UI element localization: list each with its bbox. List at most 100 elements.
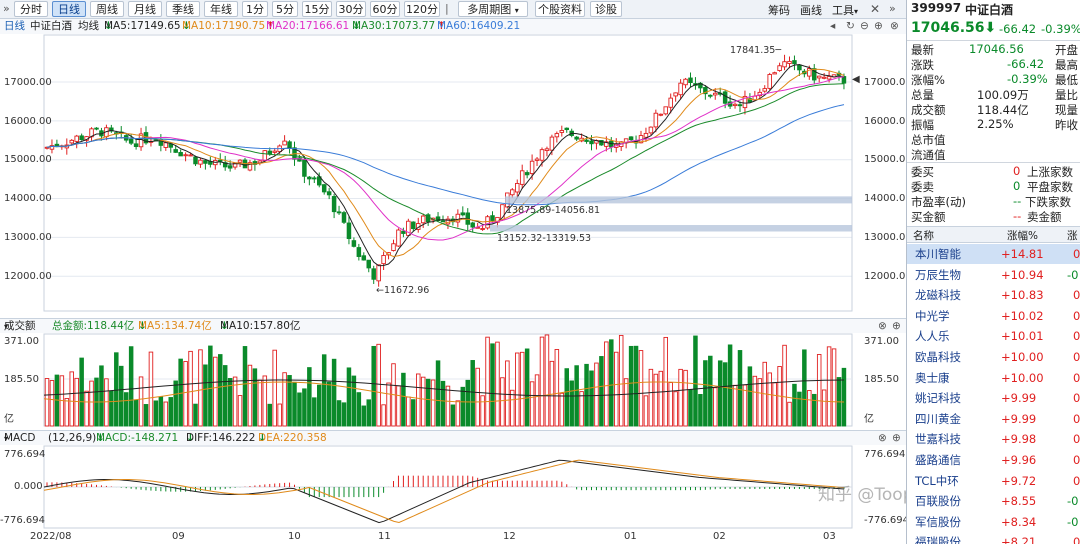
volume-bar — [430, 379, 436, 427]
y-tick-13000: 13000.00 — [4, 232, 52, 243]
list-item-name: 人人乐 — [915, 329, 950, 344]
volume-header: 成交额 ▾ 总金额:118.44亿 MA5:134.74亿 ↓ MA10:157.… — [0, 318, 906, 333]
stock-name: 中证白酒 — [965, 3, 1014, 17]
list-item[interactable]: 军信股份 +8.34 -0 — [907, 512, 1080, 532]
zoom-out-icon[interactable]: ⊖ — [860, 20, 869, 32]
breadth-label: 市盈率(动) — [911, 195, 966, 209]
chevron-down-icon: ▾ — [854, 7, 859, 16]
period-tab-yearly[interactable]: 年线 — [204, 1, 238, 17]
list-item[interactable]: 本川智能 +14.81 0 — [907, 244, 1080, 264]
list-header-pct[interactable]: 涨幅% — [1007, 230, 1038, 242]
double-chevron-icon[interactable]: » — [3, 2, 10, 15]
breadth-label-2: 平盘家数 — [1027, 180, 1073, 194]
settings-icon[interactable]: ⊕ — [892, 432, 901, 444]
candle-body — [307, 176, 312, 180]
period-tab-daily[interactable]: 日线 — [52, 1, 86, 17]
y-tick-15000: 15000.00 — [4, 154, 52, 165]
diagnose-button[interactable]: 诊股 — [590, 1, 622, 17]
list-item[interactable]: 百联股份 +8.55 -0 — [907, 491, 1080, 511]
period-tab-5min[interactable]: 5分 — [272, 1, 298, 17]
settings-icon[interactable]: ⊕ — [892, 320, 901, 332]
chips-menu[interactable]: 筹码 — [768, 4, 790, 17]
list-item[interactable]: 欧晶科技 +10.00 0 — [907, 347, 1080, 367]
tools-menu[interactable]: 工具▾ — [832, 2, 858, 18]
list-item[interactable]: 福瑞股份 +8.21 0 — [907, 532, 1080, 544]
list-item-name: 军信股份 — [915, 514, 961, 529]
volume-bar — [420, 376, 426, 427]
macd-header: MACD ▾ (12,26,9) MACD:-148.271 ↓ DIFF:146… — [0, 430, 906, 445]
zone1-annotation: 13875.89-14056.81 — [506, 205, 601, 216]
period-tab-120min[interactable]: 120分 — [404, 1, 440, 17]
chevron-down-icon: ▾ — [4, 434, 9, 443]
list-item[interactable]: TCL中环 +9.72 0 — [907, 471, 1080, 491]
list-header-more[interactable]: 涨 — [1067, 230, 1078, 242]
zoom-in-icon[interactable]: ⊕ — [874, 20, 883, 32]
refresh-icon[interactable]: ↻ — [846, 20, 855, 32]
candle-body — [346, 222, 352, 240]
list-item[interactable]: 盛路通信 +9.96 0 — [907, 450, 1080, 470]
list-item[interactable]: 龙磁科技 +10.83 0 — [907, 285, 1080, 305]
candle-body — [485, 216, 490, 229]
candle-body — [203, 160, 208, 164]
draw-line-menu[interactable]: 画线 — [800, 4, 822, 17]
candle-body — [227, 165, 233, 169]
dea-line — [43, 459, 845, 524]
stock-info-button[interactable]: 个股资料 — [535, 1, 585, 17]
list-item[interactable]: 奥士康 +10.00 0 — [907, 368, 1080, 388]
period-tab-1min[interactable]: 1分 — [242, 1, 268, 17]
breadth-label-2: 卖金额 — [1027, 210, 1062, 224]
candle-body — [678, 82, 683, 96]
list-item-name: 中光学 — [915, 308, 950, 323]
list-header-name[interactable]: 名称 — [913, 230, 934, 242]
volume-bar — [812, 393, 817, 427]
period-tab-quarterly[interactable]: 季线 — [166, 1, 200, 17]
period-tab-30min[interactable]: 30分 — [336, 1, 366, 17]
list-item-pct: +9.96 — [1001, 453, 1037, 467]
volume-bar — [217, 354, 223, 427]
period-tab-monthly[interactable]: 月线 — [128, 1, 162, 17]
list-item[interactable]: 姚记科技 +9.99 0 — [907, 388, 1080, 408]
list-item-pct: +10.00 — [1001, 370, 1044, 385]
multi-period-dropdown[interactable]: 多周期图 ▾ — [458, 1, 528, 17]
period-tab-weekly[interactable]: 周线 — [90, 1, 124, 17]
pan-left-icon[interactable]: ◂ — [830, 20, 836, 32]
volume-bar — [698, 394, 703, 427]
close-panel-icon[interactable]: ⊗ — [878, 320, 887, 332]
period-tab-fenshi[interactable]: 分时 — [14, 1, 48, 17]
list-item[interactable]: 万辰生物 +10.94 -0 — [907, 265, 1080, 285]
list-item[interactable]: 人人乐 +10.01 0 — [907, 326, 1080, 346]
list-item[interactable]: 四川黄金 +9.99 0 — [907, 409, 1080, 429]
list-item[interactable]: 世嘉科技 +9.98 0 — [907, 429, 1080, 449]
period-tab-15min[interactable]: 15分 — [302, 1, 332, 17]
volume-bar — [450, 404, 456, 427]
vol-y-mid-right: 185.50 — [864, 374, 899, 385]
volume-bar — [826, 346, 832, 427]
volume-bar — [717, 360, 723, 427]
volume-bar — [628, 345, 634, 427]
volume-bar — [747, 366, 753, 427]
candle-body — [732, 103, 738, 107]
period-tab-60min[interactable]: 60分 — [370, 1, 400, 17]
volume-bar — [277, 403, 282, 427]
candle-body — [381, 255, 386, 265]
list-item-name: 百联股份 — [915, 494, 961, 509]
y-tick-17000: 17000.00 — [4, 77, 52, 88]
volume-bar — [193, 403, 198, 427]
volume-bar — [232, 376, 238, 427]
volume-bar — [802, 349, 807, 427]
volume-bar — [623, 378, 629, 427]
list-item-extra: 0 — [1073, 453, 1080, 467]
volume-bar — [584, 363, 589, 427]
candle-body — [628, 136, 634, 141]
candle-body — [361, 255, 367, 261]
double-chevron-right-icon[interactable]: » — [889, 2, 896, 15]
x-tick-11: 11 — [378, 531, 391, 542]
close-icon[interactable]: ✕ — [870, 2, 881, 16]
candle-body — [435, 216, 441, 222]
list-item[interactable]: 中光学 +10.02 0 — [907, 306, 1080, 326]
close-panel-icon[interactable]: ⊗ — [878, 432, 887, 444]
volume-bar — [792, 383, 797, 427]
period-toolbar: » 分时 日线 周线 月线 季线 年线 1分 5分 15分 30分 60分 12… — [0, 0, 906, 19]
close-panel-icon[interactable]: ⊗ — [890, 20, 899, 32]
ma30-value: MA30:17073.77 ↓ — [352, 20, 436, 32]
